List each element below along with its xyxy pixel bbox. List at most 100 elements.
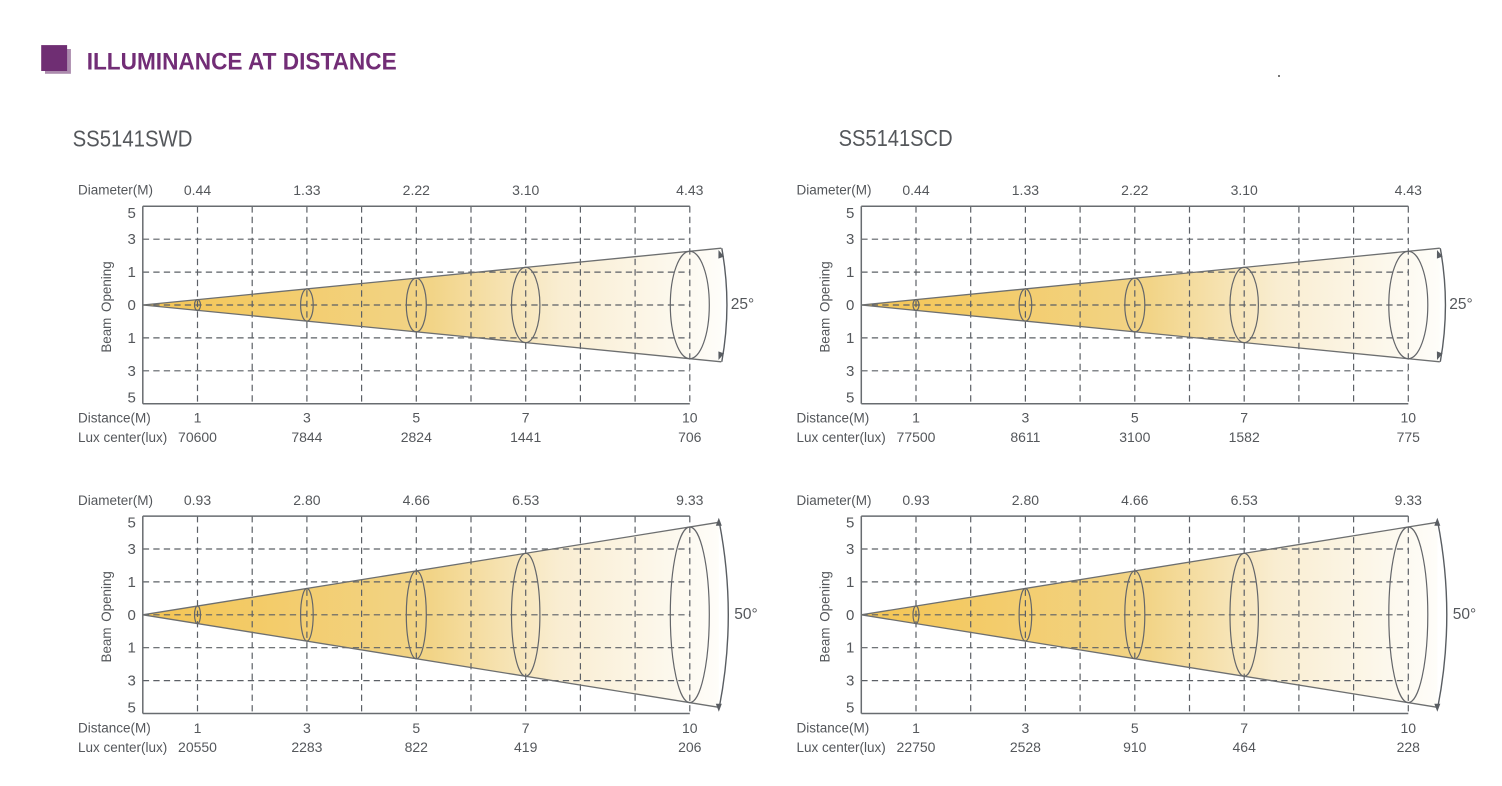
svg-text:7: 7 bbox=[522, 720, 530, 736]
svg-text:5: 5 bbox=[846, 700, 854, 717]
svg-text:2.22: 2.22 bbox=[403, 182, 430, 198]
svg-text:3: 3 bbox=[1022, 410, 1030, 426]
svg-text:SS5141SWD: SS5141SWD bbox=[73, 126, 193, 152]
svg-text:0.93: 0.93 bbox=[184, 492, 211, 508]
svg-text:228: 228 bbox=[1397, 739, 1421, 755]
svg-text:Beam Opening: Beam Opening bbox=[99, 261, 114, 352]
svg-text:5: 5 bbox=[846, 515, 854, 532]
svg-text:8611: 8611 bbox=[1010, 429, 1040, 445]
svg-text:5: 5 bbox=[127, 700, 135, 717]
svg-text:3.10: 3.10 bbox=[512, 182, 539, 198]
svg-text:1.33: 1.33 bbox=[293, 182, 320, 198]
svg-text:ILLUMINANCE AT DISTANCE: ILLUMINANCE AT DISTANCE bbox=[87, 48, 397, 75]
svg-text:Lux center(lux): Lux center(lux) bbox=[78, 740, 167, 755]
svg-text:2824: 2824 bbox=[401, 429, 432, 445]
svg-text:3: 3 bbox=[846, 541, 854, 558]
svg-text:7: 7 bbox=[1240, 720, 1248, 736]
svg-text:1: 1 bbox=[912, 410, 920, 426]
svg-text:5: 5 bbox=[1131, 410, 1139, 426]
svg-text:910: 910 bbox=[1123, 739, 1147, 755]
svg-text:4.66: 4.66 bbox=[1121, 492, 1148, 508]
svg-text:0.93: 0.93 bbox=[902, 492, 929, 508]
svg-text:1441: 1441 bbox=[510, 429, 541, 445]
svg-text:25°: 25° bbox=[1449, 296, 1472, 313]
svg-text:9.33: 9.33 bbox=[1395, 492, 1422, 508]
svg-text:0.44: 0.44 bbox=[902, 182, 929, 198]
svg-text:10: 10 bbox=[682, 410, 698, 426]
svg-text:0: 0 bbox=[846, 607, 854, 624]
svg-text:822: 822 bbox=[405, 739, 429, 755]
svg-text:50°: 50° bbox=[734, 606, 757, 623]
svg-text:6.53: 6.53 bbox=[512, 492, 539, 508]
svg-text:77500: 77500 bbox=[897, 429, 936, 445]
svg-text:25°: 25° bbox=[731, 296, 754, 313]
svg-text:3: 3 bbox=[127, 363, 135, 380]
svg-text:3: 3 bbox=[127, 541, 135, 558]
svg-text:6.53: 6.53 bbox=[1231, 492, 1258, 508]
svg-text:50°: 50° bbox=[1453, 606, 1476, 623]
svg-text:3: 3 bbox=[846, 231, 854, 248]
svg-text:1: 1 bbox=[194, 410, 202, 426]
svg-text:Diameter(M): Diameter(M) bbox=[78, 493, 153, 508]
svg-text:3: 3 bbox=[127, 231, 135, 248]
svg-text:Beam Opening: Beam Opening bbox=[818, 571, 833, 662]
svg-text:5: 5 bbox=[846, 205, 854, 222]
svg-text:Beam Opening: Beam Opening bbox=[99, 571, 114, 662]
svg-text:1: 1 bbox=[127, 330, 135, 347]
svg-text:2.80: 2.80 bbox=[293, 492, 320, 508]
svg-text:Diameter(M): Diameter(M) bbox=[78, 183, 153, 198]
svg-text:2528: 2528 bbox=[1010, 739, 1041, 755]
svg-text:1: 1 bbox=[846, 574, 854, 591]
svg-text:10: 10 bbox=[1401, 720, 1417, 736]
svg-text:1: 1 bbox=[127, 264, 135, 281]
svg-text:706: 706 bbox=[678, 429, 702, 445]
svg-text:5: 5 bbox=[127, 390, 135, 407]
svg-text:1: 1 bbox=[912, 720, 920, 736]
svg-text:SS5141SCD: SS5141SCD bbox=[839, 125, 953, 151]
svg-text:5: 5 bbox=[412, 720, 420, 736]
svg-text:3: 3 bbox=[303, 410, 311, 426]
svg-text:0: 0 bbox=[846, 297, 854, 314]
svg-text:5: 5 bbox=[127, 515, 135, 532]
svg-text:464: 464 bbox=[1233, 739, 1257, 755]
svg-text:3.10: 3.10 bbox=[1231, 182, 1258, 198]
svg-text:4.43: 4.43 bbox=[676, 182, 703, 198]
svg-text:5: 5 bbox=[127, 205, 135, 222]
svg-text:Distance(M): Distance(M) bbox=[797, 721, 870, 736]
svg-text:9.33: 9.33 bbox=[676, 492, 703, 508]
svg-text:10: 10 bbox=[1401, 410, 1417, 426]
svg-text:20550: 20550 bbox=[178, 739, 217, 755]
svg-text:Lux center(lux): Lux center(lux) bbox=[797, 740, 886, 755]
svg-text:3: 3 bbox=[846, 363, 854, 380]
svg-text:0.44: 0.44 bbox=[184, 182, 211, 198]
svg-text:7: 7 bbox=[522, 410, 530, 426]
svg-text:5: 5 bbox=[412, 410, 420, 426]
svg-text:Diameter(M): Diameter(M) bbox=[797, 183, 872, 198]
svg-text:1: 1 bbox=[846, 330, 854, 347]
svg-text:1: 1 bbox=[846, 640, 854, 657]
svg-text:419: 419 bbox=[514, 739, 538, 755]
svg-text:2283: 2283 bbox=[291, 739, 322, 755]
svg-text:5: 5 bbox=[846, 390, 854, 407]
svg-text:3: 3 bbox=[846, 673, 854, 690]
svg-text:2.22: 2.22 bbox=[1121, 182, 1148, 198]
svg-text:1: 1 bbox=[127, 574, 135, 591]
svg-text:5: 5 bbox=[1131, 720, 1139, 736]
svg-text:3: 3 bbox=[303, 720, 311, 736]
svg-text:22750: 22750 bbox=[897, 739, 936, 755]
svg-text:206: 206 bbox=[678, 739, 702, 755]
svg-text:4.66: 4.66 bbox=[403, 492, 430, 508]
svg-text:Distance(M): Distance(M) bbox=[78, 410, 151, 425]
svg-text:1.33: 1.33 bbox=[1012, 182, 1039, 198]
svg-text:2.80: 2.80 bbox=[1012, 492, 1039, 508]
svg-text:Lux center(lux): Lux center(lux) bbox=[797, 430, 886, 445]
svg-text:3100: 3100 bbox=[1119, 429, 1150, 445]
svg-text:Lux center(lux): Lux center(lux) bbox=[78, 430, 167, 445]
svg-text:70600: 70600 bbox=[178, 429, 217, 445]
svg-text:3: 3 bbox=[1022, 720, 1030, 736]
svg-text:4.43: 4.43 bbox=[1395, 182, 1422, 198]
svg-text:0: 0 bbox=[127, 607, 135, 624]
svg-text:7844: 7844 bbox=[291, 429, 322, 445]
svg-text:775: 775 bbox=[1397, 429, 1421, 445]
svg-text:1: 1 bbox=[127, 640, 135, 657]
